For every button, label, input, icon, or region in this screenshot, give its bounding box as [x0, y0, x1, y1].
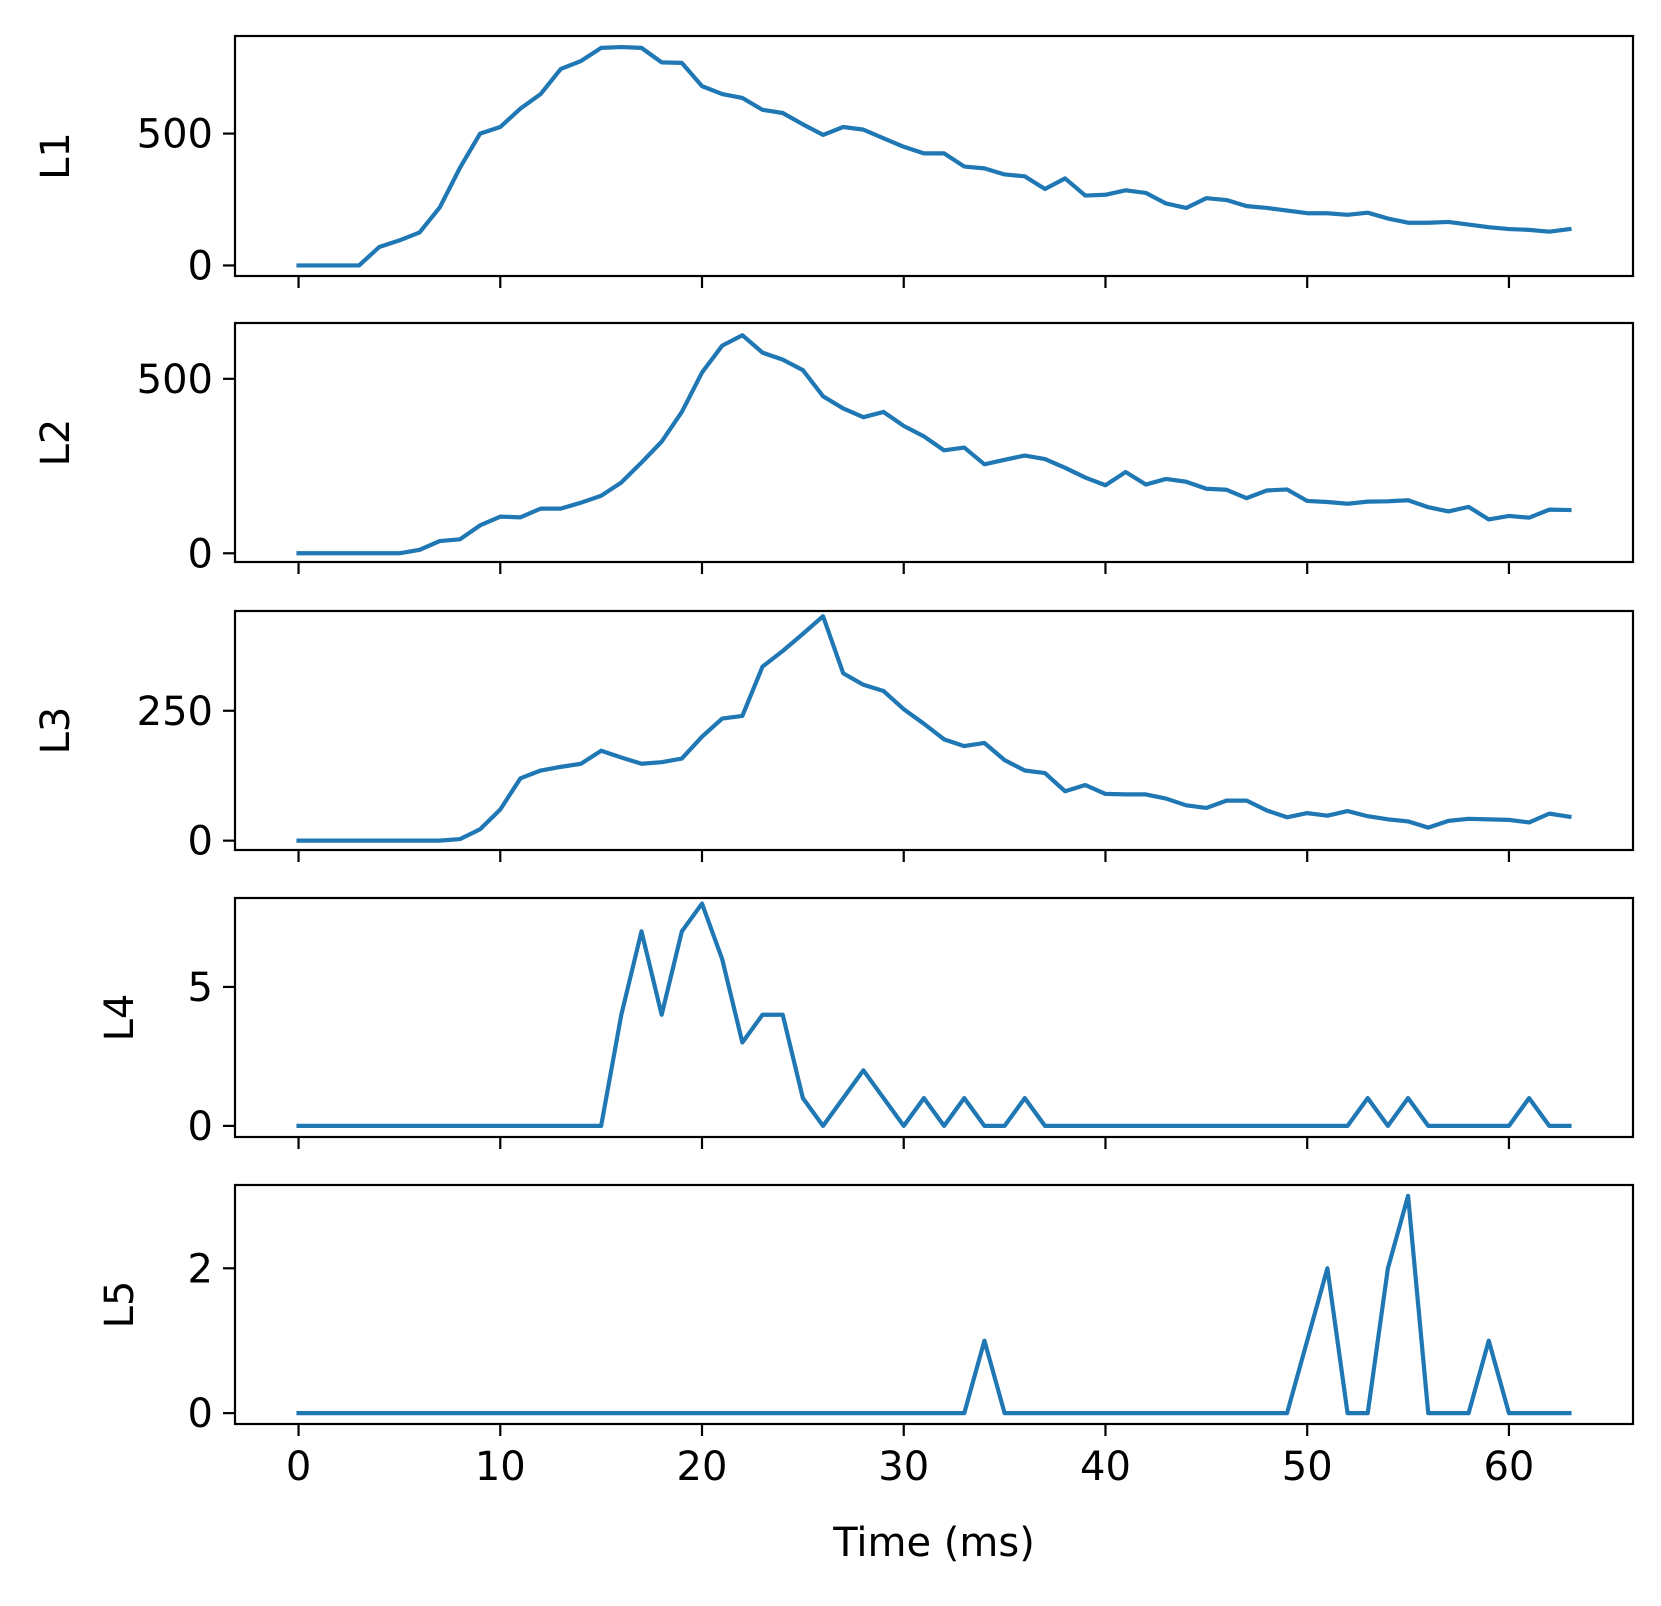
y-axis-label: L5	[97, 1281, 143, 1329]
axes-frame	[233, 321, 1635, 564]
subplot-l4: 0 5 L4	[97, 896, 1635, 1150]
y-tick-label: 0	[188, 531, 213, 577]
series-line-l2	[296, 333, 1572, 556]
y-tick-label: 0	[188, 1104, 213, 1150]
axes-frame	[233, 1183, 1635, 1426]
y-tick-label: 500	[137, 112, 213, 158]
series-line-l1	[296, 44, 1572, 268]
y-axis-label: L4	[97, 994, 143, 1042]
axes-frame	[233, 609, 1635, 852]
series-line-l3	[296, 614, 1572, 843]
x-tick-label: 0	[286, 1444, 311, 1490]
x-tick-label: 30	[878, 1444, 929, 1490]
series-line-l4	[296, 901, 1572, 1128]
subplot-l1: 0 500 L1	[33, 34, 1635, 289]
y-tick-label: 500	[137, 357, 213, 403]
y-axis-label: L3	[33, 707, 79, 755]
x-tick-label: 20	[677, 1444, 728, 1490]
axes-frame	[233, 34, 1635, 278]
y-tick-label: 0	[188, 1391, 213, 1437]
x-axis-label: Time (ms)	[832, 1520, 1035, 1566]
y-tick-label: 2	[188, 1246, 213, 1292]
x-tick-label: 40	[1080, 1444, 1131, 1490]
x-tick-label: 60	[1483, 1444, 1534, 1490]
y-tick-label: 5	[188, 965, 213, 1011]
axes-frame	[233, 896, 1635, 1139]
y-tick-label: 0	[188, 243, 213, 289]
subplot-l3: 0 250 L3	[33, 609, 1635, 865]
y-axis-label: L2	[33, 419, 79, 467]
subplot-l2: 0 500 L2	[33, 321, 1635, 577]
series-line-l5	[296, 1193, 1572, 1416]
y-tick-label: 0	[188, 819, 213, 865]
x-tick-label: 50	[1282, 1444, 1333, 1490]
x-tick-label: 10	[475, 1444, 526, 1490]
y-tick-label: 250	[137, 689, 213, 735]
y-axis-label: L1	[33, 132, 79, 180]
